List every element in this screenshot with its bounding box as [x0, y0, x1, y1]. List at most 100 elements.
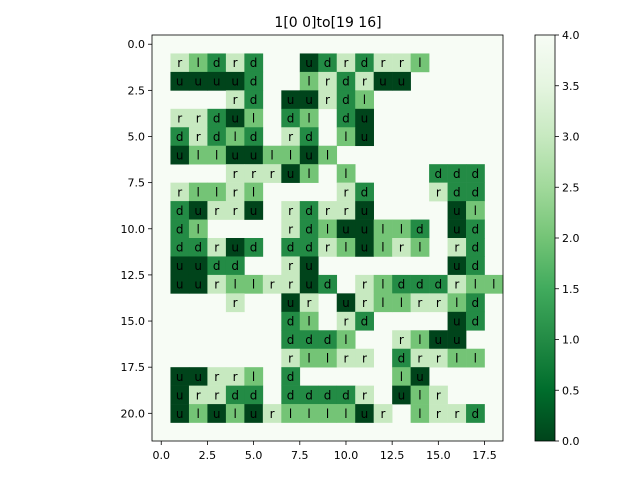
- heatmap-cell: [188, 53, 208, 73]
- heatmap-cell: [225, 127, 245, 147]
- colorbar-tick-label: 3.5: [562, 80, 580, 93]
- heatmap-cell: [299, 311, 319, 331]
- heatmap-cell: [188, 367, 208, 386]
- cell-label: u: [231, 148, 239, 162]
- cell-label: d: [250, 388, 258, 402]
- heatmap-cell: [429, 404, 448, 423]
- cell-label: l: [307, 351, 310, 365]
- heatmap-cell: [447, 238, 467, 257]
- cell-label: d: [453, 167, 461, 181]
- cell-label: r: [288, 259, 293, 273]
- heatmap-cell: [318, 201, 338, 220]
- heatmap-cell: [447, 330, 467, 350]
- heatmap-cell: [447, 219, 467, 239]
- heatmap-cell: [355, 238, 374, 257]
- heatmap-cell: [225, 367, 245, 386]
- heatmap-cell: [355, 219, 374, 239]
- heatmap-cell: [244, 145, 264, 165]
- heatmap-cell: [281, 367, 301, 386]
- heatmap-cell: [466, 293, 485, 313]
- heatmap-cell: [466, 256, 485, 276]
- cell-label: l: [197, 185, 200, 199]
- cell-label: l: [197, 222, 200, 236]
- cell-label: r: [344, 204, 349, 218]
- heatmap-cell: [207, 274, 227, 294]
- y-tick-label: 17.5: [121, 361, 146, 374]
- heatmap-cell: [207, 145, 227, 165]
- heatmap-cell: [281, 164, 301, 183]
- heatmap-cell: [207, 367, 227, 386]
- colorbar-tick-label: 2.5: [562, 181, 580, 194]
- heatmap-cell: [281, 348, 301, 368]
- cell-label: l: [344, 241, 347, 255]
- cell-label: d: [213, 56, 221, 70]
- cell-label: l: [197, 148, 200, 162]
- cell-label: d: [287, 333, 295, 347]
- heatmap-cell: [410, 274, 430, 294]
- x-tick-label: 2.5: [199, 449, 217, 462]
- cell-label: d: [213, 130, 221, 144]
- heatmap-cell: [336, 53, 356, 73]
- heatmap-cell: [281, 238, 301, 257]
- cell-label: l: [233, 278, 236, 292]
- cell-label: l: [474, 278, 477, 292]
- heatmap-cell: [281, 90, 301, 110]
- cell-label: d: [471, 296, 479, 310]
- cell-label: d: [398, 351, 406, 365]
- heatmap-cell: [318, 238, 338, 257]
- cell-label: d: [287, 370, 295, 384]
- heatmap-cell: [392, 53, 411, 73]
- heatmap-cell: [318, 404, 338, 423]
- heatmap-cell: [170, 256, 190, 276]
- cell-label: r: [214, 370, 219, 384]
- heatmap-cell: [392, 367, 411, 386]
- x-tick-label: 17.5: [472, 449, 497, 462]
- cell-label: r: [436, 296, 441, 310]
- cell-label: r: [325, 241, 330, 255]
- cell-label: r: [454, 278, 459, 292]
- cell-label: u: [231, 241, 239, 255]
- cell-label: r: [362, 351, 367, 365]
- cell-label: u: [305, 148, 313, 162]
- heatmap-cell: [281, 311, 301, 331]
- heatmap-cell: [299, 256, 319, 276]
- heatmap-cell: [207, 256, 227, 276]
- heatmap-cell: [355, 201, 374, 220]
- cell-label: u: [287, 93, 295, 107]
- heatmap-cell: [188, 71, 208, 91]
- cell-label: d: [342, 75, 350, 89]
- heatmap-cell: [466, 164, 485, 183]
- cell-label: r: [325, 204, 330, 218]
- heatmap-cell: [373, 274, 393, 294]
- cell-label: r: [436, 407, 441, 421]
- heatmap-cell: [281, 145, 301, 165]
- cell-label: d: [176, 204, 184, 218]
- cell-label: r: [399, 241, 404, 255]
- heatmap-cell: [188, 385, 208, 405]
- heatmap-cell: [392, 348, 411, 368]
- heatmap-cell: [281, 293, 301, 313]
- cell-label: u: [176, 407, 184, 421]
- cell-label: r: [214, 278, 219, 292]
- cell-label: r: [233, 185, 238, 199]
- cell-label: u: [176, 148, 184, 162]
- cell-label: d: [398, 278, 406, 292]
- heatmap-cell: [392, 385, 411, 405]
- heatmap-cell: [318, 274, 338, 294]
- heatmap-cell: [336, 219, 356, 239]
- cell-label: l: [492, 278, 495, 292]
- cell-label: r: [362, 296, 367, 310]
- cell-label: u: [416, 370, 424, 384]
- heatmap-cell: [207, 385, 227, 405]
- heatmap-cell: [170, 404, 190, 423]
- heatmap-cell: [207, 108, 227, 128]
- heatmap-cell: [207, 404, 227, 423]
- cell-label: u: [287, 167, 295, 181]
- cell-label: r: [344, 315, 349, 329]
- heatmap-cell: [410, 293, 430, 313]
- heatmap-cell: [225, 90, 245, 110]
- cell-label: l: [418, 333, 421, 347]
- heatmap-cell: [225, 404, 245, 423]
- heatmap-cell: [447, 404, 467, 423]
- heatmap-cell: [466, 182, 485, 202]
